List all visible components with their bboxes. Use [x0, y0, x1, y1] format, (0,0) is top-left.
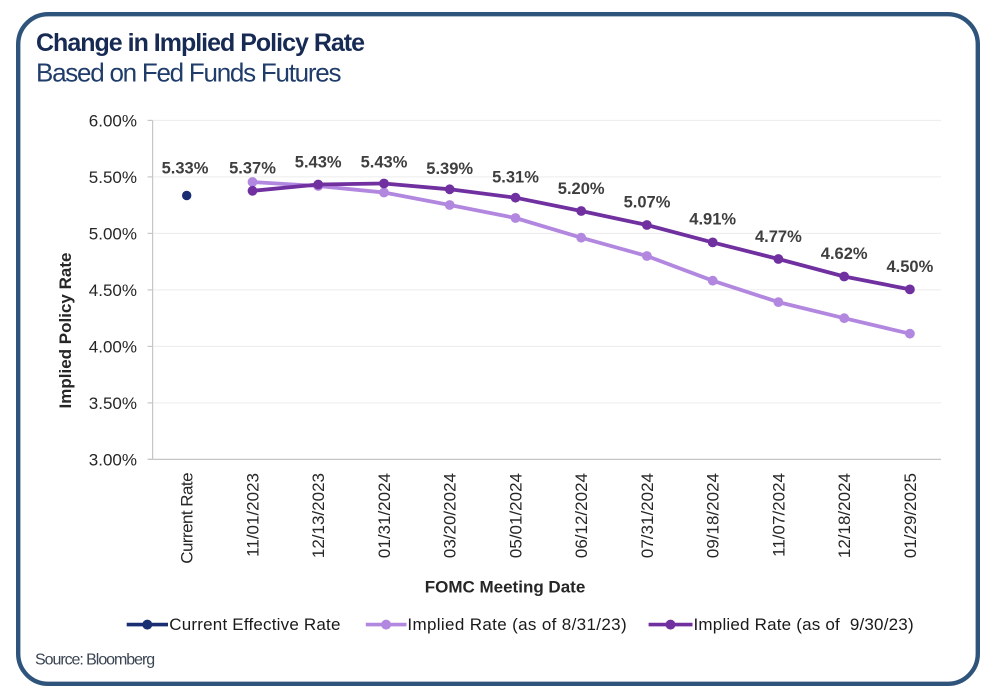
- svg-text:4.50%: 4.50%: [89, 281, 137, 300]
- svg-text:4.91%: 4.91%: [689, 211, 736, 229]
- svg-text:09/18/2024: 09/18/2024: [704, 473, 723, 558]
- svg-text:5.43%: 5.43%: [295, 154, 342, 172]
- svg-text:3.50%: 3.50%: [89, 394, 137, 413]
- svg-text:5.37%: 5.37%: [229, 159, 276, 177]
- svg-text:Current Effective Rate: Current Effective Rate: [169, 615, 340, 634]
- svg-text:5.33%: 5.33%: [162, 159, 209, 177]
- svg-text:01/29/2025: 01/29/2025: [901, 473, 920, 558]
- svg-text:5.39%: 5.39%: [426, 160, 473, 178]
- svg-text:Change in Implied Policy Rate: Change in Implied Policy Rate: [36, 29, 365, 57]
- svg-text:11/01/2023: 11/01/2023: [244, 473, 263, 557]
- svg-text:Implied Rate (as of 9/30/23): Implied Rate (as of 9/30/23): [694, 615, 914, 634]
- svg-text:11/07/2024: 11/07/2024: [769, 473, 788, 557]
- svg-text:03/20/2024: 03/20/2024: [441, 473, 460, 558]
- svg-text:4.77%: 4.77%: [755, 228, 802, 246]
- svg-text:12/18/2024: 12/18/2024: [835, 473, 854, 558]
- svg-text:3.00%: 3.00%: [89, 451, 137, 470]
- svg-text:Based on Fed Funds Futures: Based on Fed Funds Futures: [36, 58, 341, 88]
- svg-text:4.62%: 4.62%: [821, 245, 868, 263]
- svg-text:4.50%: 4.50%: [887, 258, 934, 276]
- svg-text:05/01/2024: 05/01/2024: [507, 473, 526, 558]
- svg-text:5.20%: 5.20%: [558, 180, 605, 198]
- svg-text:01/31/2024: 01/31/2024: [375, 473, 394, 558]
- svg-text:5.43%: 5.43%: [361, 154, 408, 172]
- svg-text:4.00%: 4.00%: [89, 338, 137, 357]
- svg-text:6.00%: 6.00%: [89, 112, 137, 131]
- svg-text:FOMC Meeting Date: FOMC Meeting Date: [425, 578, 586, 597]
- svg-text:Current Rate: Current Rate: [178, 473, 197, 564]
- svg-text:07/31/2024: 07/31/2024: [638, 473, 657, 558]
- svg-text:12/13/2023: 12/13/2023: [309, 473, 328, 558]
- svg-text:Source: Bloomberg: Source: Bloomberg: [35, 652, 154, 669]
- svg-text:Implied Policy Rate: Implied Policy Rate: [56, 253, 75, 409]
- svg-text:5.31%: 5.31%: [492, 168, 539, 186]
- svg-text:5.50%: 5.50%: [89, 168, 137, 187]
- svg-text:5.07%: 5.07%: [624, 194, 671, 212]
- svg-text:Implied Rate (as of 8/31/23): Implied Rate (as of 8/31/23): [407, 615, 627, 634]
- svg-text:06/12/2024: 06/12/2024: [572, 473, 591, 558]
- svg-text:5.00%: 5.00%: [89, 225, 137, 244]
